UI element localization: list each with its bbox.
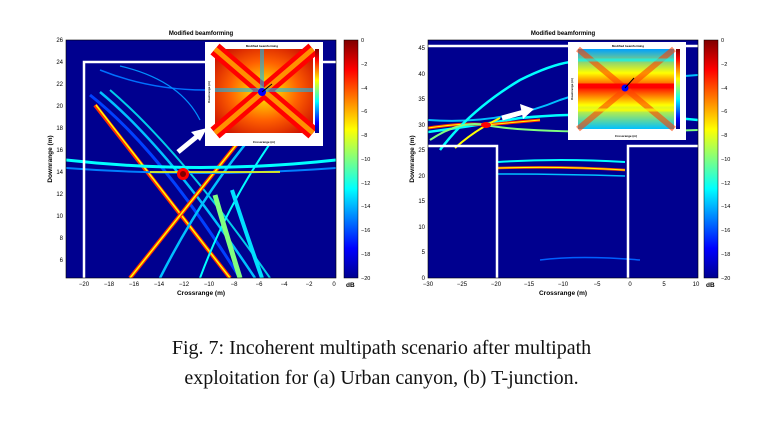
panel-b-xtick: 5	[662, 282, 666, 288]
panel-a-ytick: 18	[56, 126, 63, 132]
panel-b-inset-ylabel: Downrange (m)	[570, 78, 574, 100]
panel-a-cbtick: −10	[361, 157, 370, 163]
panel-a-image	[66, 65, 336, 278]
panel-a-ytick: 24	[56, 60, 63, 66]
panel-a-xtick: −20	[79, 282, 90, 288]
panel-a-cbtick: −6	[361, 109, 367, 115]
panel-b-xtick: 10	[693, 282, 700, 288]
panel-a-yticks: 6 8 10 12 14 16 18 20 22 24 26	[56, 38, 63, 264]
panel-a-ytick: 14	[56, 170, 63, 176]
panel-b-yticks: 0 5 10 15 20 25 30 35 40 45	[418, 46, 425, 282]
panel-a-cbtick: −4	[361, 86, 367, 92]
panel-a-xtick: 0	[332, 282, 336, 288]
panel-b-ytick: 30	[418, 123, 425, 129]
panel-b-xtick: −10	[558, 282, 569, 288]
panel-a-ytick: 8	[60, 236, 64, 242]
panel-b-xticks: −30 −25 −20 −15 −10 −5 0 5 10	[423, 282, 700, 288]
panel-b-xtick: −30	[423, 282, 434, 288]
panel-b-cbtick: −10	[721, 157, 730, 163]
panel-b-cbtick: −16	[721, 228, 730, 234]
panel-a-cbtick: −8	[361, 133, 367, 139]
panel-b-colorbar: 0 −2 −4 −6 −8 −10 −12 −14 −16 −18 −20 dB	[703, 38, 730, 289]
panel-b-cbtick: −18	[721, 252, 730, 258]
panel-b-cbtick: −12	[721, 181, 730, 187]
panel-a-inset-ylabel: Downrange (m)	[207, 81, 211, 103]
panel-a-xtick: −10	[204, 282, 215, 288]
panel-a-cbtick: −16	[361, 228, 370, 234]
panel-b-ytick: 45	[418, 46, 425, 52]
figure-caption-line2: exploitation for (a) Urban canyon, (b) T…	[184, 367, 579, 389]
panel-b-cbtick: −4	[721, 86, 727, 92]
panel-a-ytick: 6	[60, 258, 64, 264]
panel-a-cbtick: −2	[361, 62, 367, 68]
panel-a-colorbar-unit: dB	[346, 282, 355, 289]
panel-b-wall-right	[626, 144, 698, 278]
panel-b-ytick: 0	[422, 276, 426, 282]
panel-a-cbtick: −20	[361, 276, 370, 282]
panel-a-ytick: 20	[56, 104, 63, 110]
panel-a-title: Modified beamforming	[169, 31, 234, 37]
panel-b-cbtick: −6	[721, 109, 727, 115]
panel-b-cbtick: −2	[721, 62, 727, 68]
panel-b-arrow	[501, 109, 525, 121]
panel-b-cbtick: −14	[721, 204, 730, 210]
panel-b-cbtick: 0	[721, 38, 724, 44]
panel-b-colorbar-unit: dB	[706, 282, 715, 289]
panel-a-ytick: 12	[56, 192, 63, 198]
panel-b-ytick: 15	[418, 199, 425, 205]
panel-a-ytick: 16	[56, 148, 63, 154]
panel-b-ytick: 35	[418, 97, 425, 103]
panel-b-ytick: 40	[418, 72, 425, 78]
panel-a-xtick: −14	[154, 282, 165, 288]
panel-a-inset-xlabel: Crossrange (m)	[253, 140, 275, 144]
panel-a-ytick: 26	[56, 38, 63, 44]
panel-b-cbtick: −20	[721, 276, 730, 282]
figure-caption-line1: Fig. 7: Incoherent multipath scenario af…	[171, 337, 592, 359]
panel-b-xlabel: Crossrange (m)	[539, 290, 587, 297]
panel-a-cbtick: 0	[361, 38, 364, 44]
panel-a-ytick: 10	[56, 214, 63, 220]
panel-a-inset: Modified beamforming Crossrange (m) Down…	[205, 42, 323, 146]
panel-b-ytick: 25	[418, 148, 425, 154]
panel-b: Modified beamforming Modified beamformin…	[409, 31, 730, 297]
panel-a-ylabel: Downrange (m)	[47, 135, 54, 182]
panel-b-xtick: −5	[594, 282, 602, 288]
panel-b-ytick: 10	[418, 225, 425, 231]
panel-b-inset: Modified beamforming Crossrange (m) Down…	[568, 42, 686, 140]
panel-a-xtick: −8	[231, 282, 239, 288]
panel-b-ytick: 5	[422, 250, 426, 256]
panel-b-cbtick: −8	[721, 133, 727, 139]
panel-a-xtick: −18	[104, 282, 115, 288]
panel-b-xtick: 0	[628, 282, 632, 288]
panel-b-xtick: −25	[457, 282, 468, 288]
panel-b-xtick: −15	[524, 282, 535, 288]
panel-a-colorbar: 0 −2 −4 −6 −8 −10 −12 −14 −16 −18 −20 dB	[343, 38, 370, 289]
panel-b-ylabel: Downrange (m)	[409, 135, 416, 182]
panel-a-xticks: −20 −18 −16 −14 −12 −10 −8 −6 −4 −2 0	[79, 282, 336, 288]
panel-a-ytick: 22	[56, 82, 63, 88]
panel-a-cbtick: −14	[361, 204, 370, 210]
panel-b-title: Modified beamforming	[531, 31, 596, 37]
panel-b-inset-title: Modified beamforming	[612, 44, 644, 48]
panel-a-cbtick: −18	[361, 252, 370, 258]
panel-a-xtick: −2	[306, 282, 314, 288]
panel-b-xtick: −20	[491, 282, 502, 288]
panel-a-xtick: −16	[129, 282, 140, 288]
panel-a-xtick: −6	[256, 282, 264, 288]
panel-b-wall-left	[428, 144, 499, 278]
panel-b-inset-xlabel: Crossrange (m)	[615, 134, 637, 138]
panel-a: Modified beamforming	[47, 31, 370, 297]
panel-a-xtick: −4	[281, 282, 289, 288]
panel-b-ytick: 20	[418, 174, 425, 180]
panel-a-cbtick: −12	[361, 181, 370, 187]
panel-a-inset-title: Modified beamforming	[246, 44, 278, 48]
panel-a-xtick: −12	[179, 282, 190, 288]
panel-a-xlabel: Crossrange (m)	[177, 290, 225, 297]
